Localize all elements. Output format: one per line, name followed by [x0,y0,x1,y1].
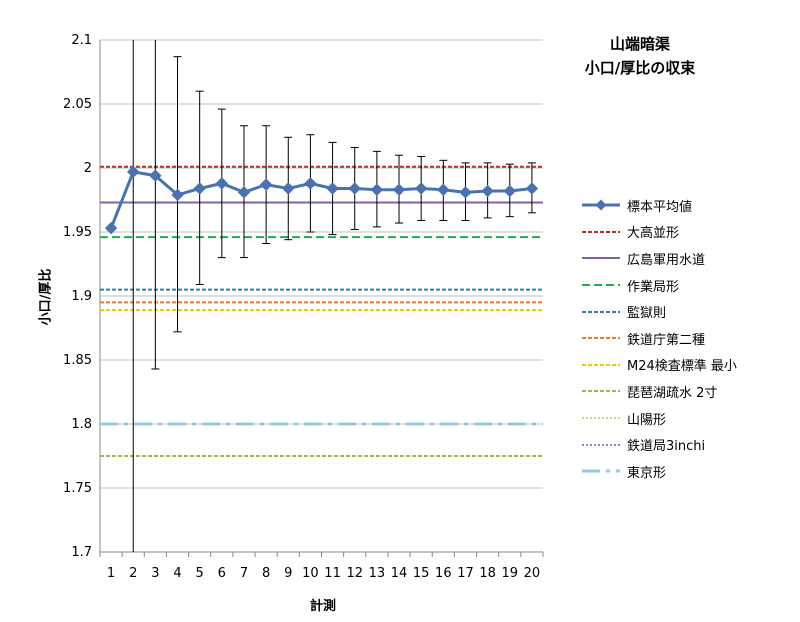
x-tick-label: 14 [391,566,408,581]
x-tick-label: 13 [369,566,386,581]
legend-swatch [582,337,620,340]
x-tick-label: 9 [284,566,292,581]
x-tick-label: 5 [196,566,204,581]
x-tick-label: 18 [479,566,496,581]
data-point-mean [392,183,406,196]
data-point-mean [193,182,206,195]
data-point-mean [304,177,317,190]
x-tick-label: 8 [262,566,270,581]
series-line-mean [109,170,533,229]
legend-label: 大高並形 [627,226,680,242]
data-point-mean [237,186,251,199]
legend-swatch [582,230,620,233]
legend-label: 監獄則 [627,306,667,322]
x-tick-label: 19 [502,566,519,581]
legend-swatch [582,390,620,393]
data-point-mean [215,177,229,190]
y-axis-title: 小口/厚比 [38,268,54,326]
legend-swatch [582,469,620,473]
data-point-mean [326,182,339,195]
legend-swatch [582,199,620,211]
y-tick-label: 1.75 [63,481,92,496]
legend-item: 山陽形 [581,405,737,432]
x-tick-label: 17 [457,566,474,581]
legend-swatch [582,443,620,446]
x-tick-label: 7 [240,566,248,581]
legend-label: 鉄道局3inchi [627,439,706,455]
legend-marker [595,199,607,211]
legend-item: 鉄道庁第二種 [581,325,737,352]
data-point-mean [437,183,450,196]
data-point-mean [149,169,162,182]
chart-title-line2: 小口/厚比の収束 [584,59,696,77]
legend-label: 鉄道庁第二種 [627,332,706,348]
legend-swatch [582,310,620,313]
x-tick-label: 16 [435,566,452,581]
y-tick-label: 2 [84,161,92,176]
legend-item: 鉄道局3inchi [581,431,737,458]
x-tick-label: 1 [107,566,115,581]
x-axis-title: 計測 [309,599,337,614]
data-point-mean [459,186,472,199]
legend-item: 琵琶湖疏水 2寸 [581,378,737,405]
y-tick-label: 1.9 [71,289,92,304]
legend-label: 山陽形 [627,412,667,428]
x-tick-label: 6 [218,566,226,581]
y-tick-label: 2.1 [71,33,92,48]
data-point-mean [127,165,140,179]
legend-item: M24検査標準 最小 [581,352,737,379]
data-point-mean [259,178,273,191]
x-tick-label: 4 [173,566,181,581]
data-point-mean [348,182,361,195]
legend-label: M24検査標準 最小 [627,359,737,375]
x-tick-label: 2 [129,566,137,581]
legend-item: 作業局形 [581,272,737,299]
legend: 標本平均値大高並形広島軍用水道 作業局形監獄則鉄道庁第二種 M24検査標準 最小 琵琶… [581,192,737,485]
legend-swatch [582,363,620,366]
legend-item: 標本平均値 [581,192,737,219]
legend-label: 琵琶湖疏水 2寸 [627,385,718,401]
x-tick-label: 12 [346,566,363,581]
legend-swatch [582,417,620,420]
legend-label: 東京形 [627,465,667,481]
legend-item: 広島軍用水道 [581,245,737,272]
y-tick-label: 1.95 [63,225,92,240]
legend-label: 作業局形 [627,279,680,295]
data-point-mean [503,184,516,198]
data-point-mean [282,182,295,195]
x-tick-label: 20 [524,566,541,581]
data-point-mean [414,182,428,195]
legend-item: 監獄則 [581,298,737,325]
legend-label: 標本平均値 [627,199,693,215]
legend-item: 東京形 [581,458,737,485]
legend-swatch [582,284,620,287]
data-point-mean [104,221,118,235]
x-tick-label: 3 [151,566,159,581]
x-tick-label: 10 [302,566,319,581]
legend-label: 広島軍用水道 [627,252,706,268]
y-tick-label: 1.7 [71,545,92,560]
y-tick-label: 1.85 [63,353,92,368]
data-point-mean [171,188,184,202]
legend-item: 大高並形 [581,219,737,246]
data-point-mean [370,183,384,196]
x-tick-label: 15 [413,566,430,581]
y-tick-label: 2.05 [63,97,92,112]
data-point-mean [525,182,539,195]
chart-title-line1: 山端暗渠 [609,35,670,53]
y-tick-label: 1.8 [71,417,92,432]
chart-title: 山端暗渠 小口/厚比の収束 [560,32,720,80]
x-tick-label: 11 [324,566,341,581]
data-point-mean [481,184,494,198]
legend-swatch [582,257,620,260]
